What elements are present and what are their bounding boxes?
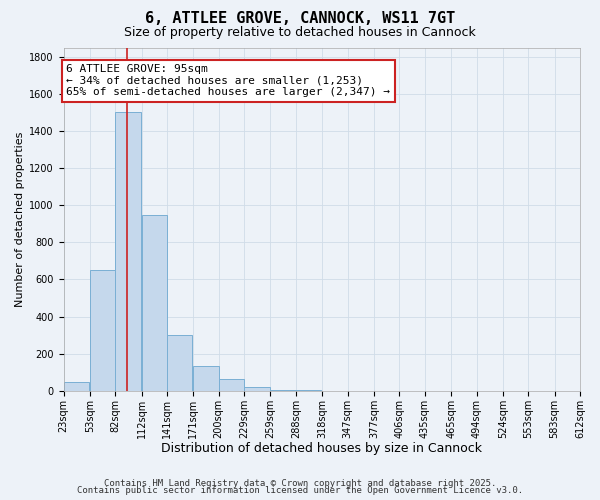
Bar <box>64 382 89 391</box>
Text: 6, ATTLEE GROVE, CANNOCK, WS11 7GT: 6, ATTLEE GROVE, CANNOCK, WS11 7GT <box>145 11 455 26</box>
Bar <box>115 112 140 391</box>
Bar <box>244 387 269 391</box>
Text: Size of property relative to detached houses in Cannock: Size of property relative to detached ho… <box>124 26 476 39</box>
Bar <box>90 270 115 391</box>
Bar <box>271 390 296 391</box>
Text: Contains HM Land Registry data © Crown copyright and database right 2025.: Contains HM Land Registry data © Crown c… <box>104 478 496 488</box>
Text: 6 ATTLEE GROVE: 95sqm
← 34% of detached houses are smaller (1,253)
65% of semi-d: 6 ATTLEE GROVE: 95sqm ← 34% of detached … <box>66 64 390 98</box>
Y-axis label: Number of detached properties: Number of detached properties <box>15 132 25 307</box>
Text: Contains public sector information licensed under the Open Government Licence v3: Contains public sector information licen… <box>77 486 523 495</box>
Bar <box>167 335 193 391</box>
Bar <box>142 214 167 391</box>
Bar <box>193 366 219 391</box>
Bar <box>219 379 244 391</box>
X-axis label: Distribution of detached houses by size in Cannock: Distribution of detached houses by size … <box>161 442 482 455</box>
